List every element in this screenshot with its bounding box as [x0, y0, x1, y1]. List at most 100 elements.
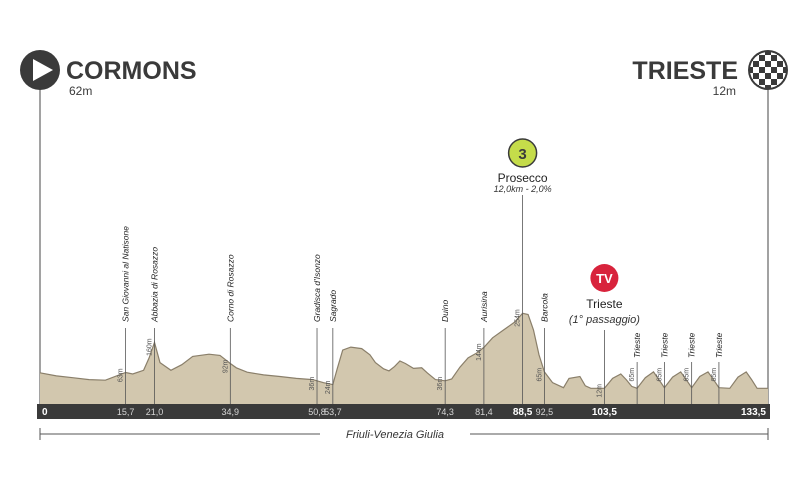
- tv-badge-label: TV: [596, 271, 613, 286]
- checker-square: [765, 52, 771, 55]
- waypoint-altitude: 144m: [476, 343, 483, 361]
- km-tick-label: 0: [42, 407, 48, 418]
- checker-square: [750, 61, 753, 67]
- checker-square: [777, 73, 783, 79]
- tv-town-name: Trieste: [586, 297, 623, 311]
- waypoint-name: Trieste: [714, 332, 724, 358]
- checker-square: [765, 79, 771, 85]
- climb-marker: 3 Prosecco 12,0km - 2,0%: [494, 138, 552, 194]
- waypoint-altitude: 65m: [536, 368, 543, 382]
- km-tick-label: 21,0: [146, 407, 164, 417]
- km-tick-label: 53,7: [324, 407, 342, 417]
- checker-square: [765, 85, 771, 88]
- checker-square: [777, 67, 783, 73]
- waypoint-name: Sagrado: [328, 290, 338, 322]
- waypoint-altitude: 36m: [437, 377, 444, 391]
- checker-square: [771, 55, 777, 61]
- waypoint-altitude: 65m: [684, 368, 691, 382]
- distance-tick-labels: 0 15,7 21,0 34,9 50,853,7 74,3 81,4 88,5 92,5 103…: [42, 407, 766, 418]
- checker-square: [750, 52, 753, 55]
- checker-square: [753, 55, 759, 61]
- waypoint-altitude: 92m: [222, 359, 229, 373]
- waypoint-name: Abbazia di Rosazzo: [150, 247, 160, 323]
- start-town-name: CORMONS: [66, 57, 197, 85]
- finish-town-name: TRIESTE: [632, 57, 738, 85]
- checker-square: [771, 85, 777, 88]
- km-tick-label: 50,8: [308, 407, 326, 417]
- checker-square: [765, 67, 771, 73]
- distance-axis-band: [37, 404, 770, 419]
- waypoint-name: Trieste: [632, 332, 642, 358]
- finish-header: TRIESTE 12m: [632, 50, 788, 98]
- km-tick-label: 15,7: [117, 407, 135, 417]
- waypoint-altitude: 160m: [147, 338, 154, 356]
- start-header: CORMONS 62m: [20, 50, 197, 98]
- waypoint-name: San Giovanni al Natisone: [121, 226, 131, 322]
- waypoint-name: Trieste: [687, 332, 697, 358]
- checker-square: [783, 67, 786, 73]
- checker-square: [759, 85, 765, 88]
- climb-category-badge: [507, 138, 538, 168]
- waypoint-markers: 63m San Giovanni al Natisone 160m Abbazia d…: [118, 195, 724, 404]
- checker-square: [771, 67, 777, 73]
- waypoint-name: Corno di Rosazzo: [225, 254, 235, 322]
- checker-square: [771, 79, 777, 85]
- km-tick-label: 133,5: [741, 407, 766, 418]
- checker-square: [750, 73, 753, 79]
- checker-square: [759, 52, 765, 55]
- checker-square: [783, 52, 786, 55]
- waypoint-altitude: 63m: [118, 368, 125, 382]
- checker-square: [765, 73, 771, 79]
- checker-square: [750, 67, 753, 73]
- waypoint-name: Aurisina: [479, 291, 489, 323]
- checker-square: [771, 61, 777, 67]
- checker-square: [765, 61, 771, 67]
- waypoint-name: Barcola: [539, 293, 549, 322]
- finish-altitude: 12m: [713, 84, 736, 98]
- checker-square: [777, 61, 783, 67]
- km-tick-label: 88,5: [513, 407, 533, 418]
- waypoint-name: Gradisca d'Isonzo: [312, 254, 322, 322]
- waypoint-name: Duino: [440, 300, 450, 322]
- climb-name: Prosecco: [498, 171, 548, 185]
- checker-square: [783, 61, 786, 67]
- checker-square: [753, 73, 759, 79]
- checker-square: [750, 85, 753, 88]
- waypoint-altitude: 254m: [515, 309, 522, 327]
- km-tick-label: 34,9: [222, 407, 240, 417]
- checker-square: [753, 67, 759, 73]
- waypoint-altitude: 12m: [596, 384, 603, 398]
- profile-area: [40, 313, 768, 404]
- km-tick-label: 74,3: [436, 407, 454, 417]
- checker-square: [759, 67, 765, 73]
- waypoint-altitude: 65m: [629, 368, 636, 382]
- region-label: Friuli-Venezia Giulia: [346, 429, 444, 441]
- checker-square: [771, 52, 777, 55]
- checker-square: [753, 61, 759, 67]
- waypoint-altitude: 65m: [711, 368, 718, 382]
- waypoint-altitude: 24m: [325, 380, 332, 394]
- checker-square: [759, 73, 765, 79]
- checker-square: [771, 73, 777, 79]
- climb-category-number: 3: [518, 146, 526, 163]
- region-bracket: Friuli-Venezia Giulia: [39, 426, 769, 442]
- km-tick-label: 103,5: [592, 407, 617, 418]
- checker-square: [783, 73, 786, 79]
- checker-square: [783, 85, 786, 88]
- km-tick-label: 81,4: [475, 407, 493, 417]
- checkered-flag-icon: [748, 50, 788, 90]
- checker-square: [759, 61, 765, 67]
- tv-badge: [590, 264, 619, 292]
- waypoint-altitude: 65m: [656, 368, 663, 382]
- waypoint-name: Trieste: [659, 332, 669, 358]
- play-triangle-icon: [20, 50, 60, 90]
- waypoint-altitude: 36m: [309, 377, 316, 391]
- tv-passage-note: (1° passaggio): [569, 314, 640, 326]
- climb-detail: 12,0km - 2,0%: [494, 184, 552, 194]
- tv-marker: TV Trieste (1° passaggio): [569, 264, 640, 326]
- checker-square: [777, 79, 783, 85]
- checker-square: [777, 55, 783, 61]
- checker-square: [753, 79, 759, 85]
- checker-square: [759, 55, 765, 61]
